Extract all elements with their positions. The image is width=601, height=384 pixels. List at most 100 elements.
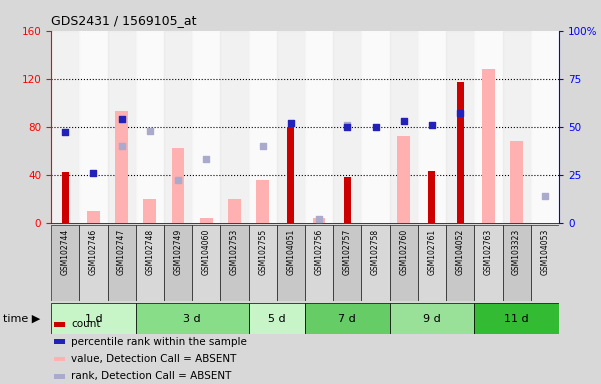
Bar — [62, 172, 69, 223]
Bar — [115, 111, 128, 223]
Point — [145, 127, 154, 134]
Bar — [108, 225, 136, 301]
Point — [456, 110, 465, 116]
Text: value, Detection Call = ABSENT: value, Detection Call = ABSENT — [72, 354, 237, 364]
Point — [258, 143, 267, 149]
Bar — [136, 303, 249, 334]
Text: percentile rank within the sample: percentile rank within the sample — [72, 337, 247, 347]
Bar — [418, 225, 446, 301]
Bar — [389, 303, 474, 334]
Text: GSM102756: GSM102756 — [314, 228, 323, 275]
Text: 1 d: 1 d — [85, 314, 102, 324]
Bar — [51, 31, 79, 223]
Point — [201, 156, 211, 162]
Bar — [389, 31, 418, 223]
Point — [540, 193, 550, 199]
Point — [117, 143, 126, 149]
Point — [371, 124, 380, 130]
Bar — [502, 31, 531, 223]
Text: 5 d: 5 d — [268, 314, 285, 324]
Bar — [446, 225, 474, 301]
Bar — [474, 31, 502, 223]
Text: 3 d: 3 d — [183, 314, 201, 324]
Bar — [87, 211, 100, 223]
Point — [286, 120, 296, 126]
Bar — [257, 180, 269, 223]
Bar — [136, 225, 164, 301]
Bar — [287, 127, 294, 223]
Point — [314, 216, 324, 222]
Bar — [313, 218, 326, 223]
Bar — [136, 31, 164, 223]
Bar — [333, 225, 361, 301]
Point — [88, 170, 98, 176]
Bar — [144, 199, 156, 223]
Bar — [108, 31, 136, 223]
Text: 7 d: 7 d — [338, 314, 356, 324]
Text: GSM102758: GSM102758 — [371, 228, 380, 275]
Bar — [305, 31, 333, 223]
Text: GSM103323: GSM103323 — [512, 228, 521, 275]
Bar — [164, 225, 192, 301]
Bar — [397, 136, 410, 223]
Bar — [221, 31, 249, 223]
Text: time ▶: time ▶ — [3, 314, 40, 324]
Bar — [502, 225, 531, 301]
Bar — [51, 303, 136, 334]
Point — [427, 122, 437, 128]
Text: GSM102744: GSM102744 — [61, 228, 70, 275]
Point — [173, 177, 183, 184]
Text: GSM104060: GSM104060 — [202, 228, 211, 275]
Text: GSM102747: GSM102747 — [117, 228, 126, 275]
Text: GDS2431 / 1569105_at: GDS2431 / 1569105_at — [51, 14, 197, 27]
Bar — [79, 225, 108, 301]
Bar — [482, 69, 495, 223]
Bar — [164, 31, 192, 223]
Bar — [446, 31, 474, 223]
Bar — [474, 225, 502, 301]
Text: GSM104053: GSM104053 — [540, 228, 549, 275]
Text: GSM102748: GSM102748 — [145, 228, 154, 275]
Point — [60, 129, 70, 136]
Bar — [172, 148, 185, 223]
Bar — [79, 31, 108, 223]
Bar — [249, 225, 277, 301]
Bar — [305, 225, 333, 301]
Bar — [344, 177, 351, 223]
Text: GSM102761: GSM102761 — [427, 228, 436, 275]
Bar — [474, 303, 559, 334]
Text: count: count — [72, 319, 101, 329]
Bar — [305, 303, 389, 334]
Bar — [361, 31, 389, 223]
Text: GSM102753: GSM102753 — [230, 228, 239, 275]
Bar — [333, 31, 361, 223]
Point — [399, 118, 409, 124]
Bar — [457, 82, 464, 223]
Bar — [277, 225, 305, 301]
Text: GSM104052: GSM104052 — [456, 228, 465, 275]
Bar — [418, 31, 446, 223]
Point — [343, 124, 352, 130]
Bar — [531, 225, 559, 301]
Text: GSM102757: GSM102757 — [343, 228, 352, 275]
Point — [117, 116, 126, 122]
Bar — [249, 31, 277, 223]
Bar — [249, 303, 305, 334]
Text: GSM102755: GSM102755 — [258, 228, 267, 275]
Text: rank, Detection Call = ABSENT: rank, Detection Call = ABSENT — [72, 371, 232, 381]
Bar — [361, 225, 389, 301]
Bar — [277, 31, 305, 223]
Text: GSM102763: GSM102763 — [484, 228, 493, 275]
Text: GSM102749: GSM102749 — [174, 228, 183, 275]
Bar — [192, 31, 221, 223]
Bar — [510, 141, 523, 223]
Bar — [192, 225, 221, 301]
Bar — [429, 171, 436, 223]
Text: 9 d: 9 d — [423, 314, 441, 324]
Bar — [200, 218, 213, 223]
Bar — [531, 31, 559, 223]
Bar — [51, 225, 79, 301]
Text: GSM102760: GSM102760 — [399, 228, 408, 275]
Bar — [228, 199, 241, 223]
Text: GSM102746: GSM102746 — [89, 228, 98, 275]
